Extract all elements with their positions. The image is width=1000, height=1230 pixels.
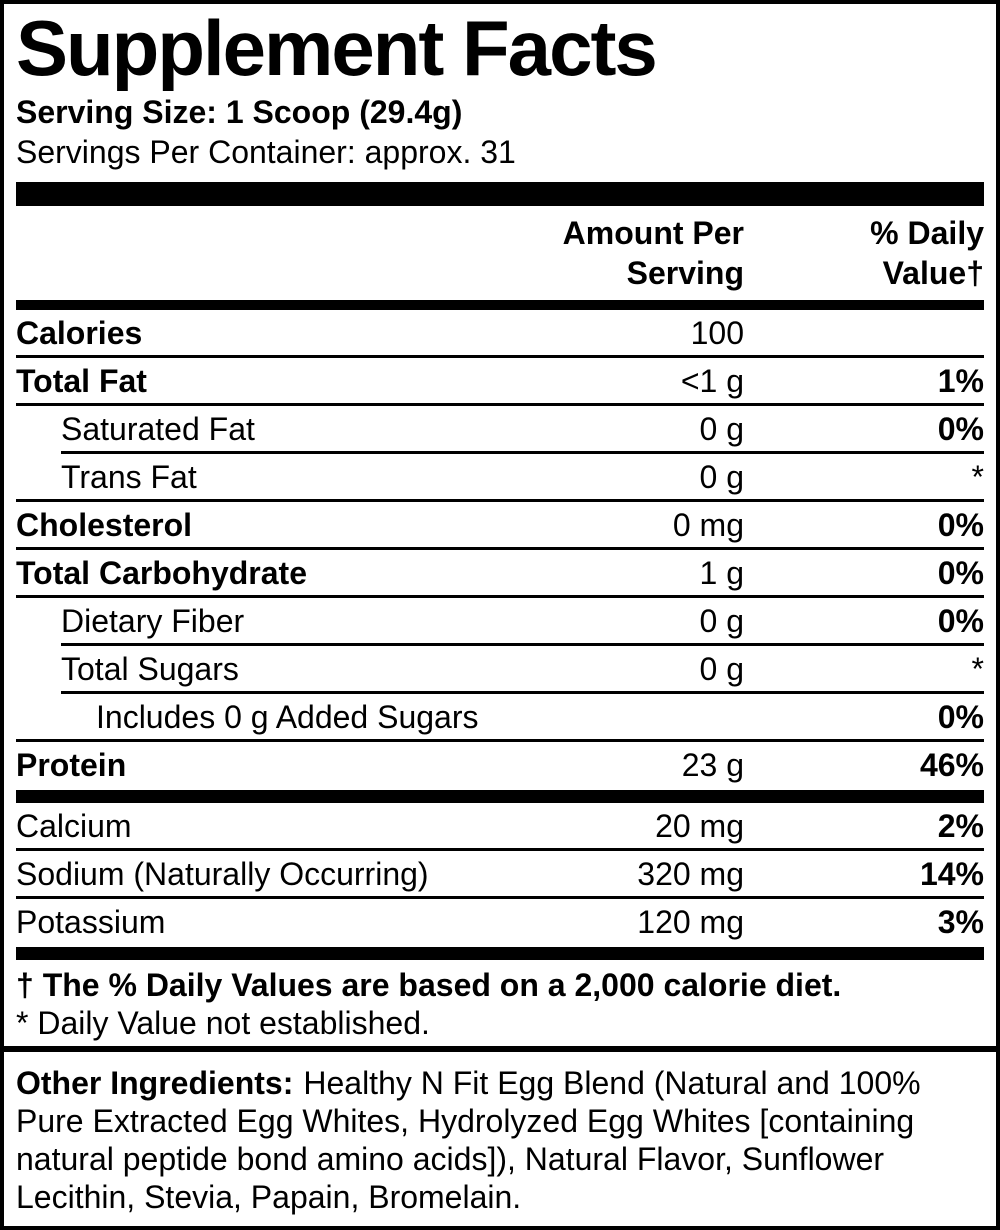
nutrient-amount (479, 694, 745, 742)
nutrient-amount: 23 g (681, 747, 744, 783)
facts-panel: Supplement Facts Serving Size: 1 Scoop (… (4, 4, 996, 1046)
nutrient-name: Sodium (Naturally Occurring) (16, 856, 429, 892)
nutrient-row: Sodium (Naturally Occurring) 320 mg 14% (16, 851, 984, 899)
panel-title: Supplement Facts (16, 4, 658, 92)
divider-bar-thick (16, 790, 984, 803)
nutrient-daily-value: 46% (919, 747, 984, 783)
nutrient-row: Total Sugars 0 g * (16, 646, 984, 694)
nutrient-row: Calories 100 (16, 310, 984, 358)
nutrient-row: Calcium 20 mg 2% (16, 803, 984, 851)
other-ingredients-paragraph: Other Ingredients: Healthy N Fit Egg Blen… (16, 1064, 984, 1216)
section-divider (4, 1046, 996, 1052)
serving-size: Serving Size: 1 Scoop (29.4g) (16, 94, 463, 130)
nutrient-name: Includes 0 g Added Sugars (96, 699, 479, 735)
nutrient-amount: <1 g (680, 363, 744, 399)
nutrient-amount: 20 mg (655, 808, 744, 844)
nutrient-row: Potassium 120 mg 3% (16, 899, 984, 947)
nutrient-amount: 100 (690, 315, 744, 351)
nutrient-name: Dietary Fiber (61, 603, 245, 639)
nutrient-amount: 0 g (699, 459, 744, 495)
nutrient-daily-value: 0% (937, 507, 984, 543)
other-ingredients-label: Other Ingredients: (16, 1065, 294, 1101)
nutrient-amount: 0 g (699, 411, 744, 447)
nutrient-daily-value: 2% (937, 808, 984, 844)
nutrient-row: Total Fat <1 g 1% (16, 358, 984, 406)
servings-per-container: Servings Per Container: approx. 31 (16, 134, 516, 170)
nutrient-daily-value: 0% (937, 555, 984, 591)
nutrient-daily-value: 3% (937, 904, 984, 940)
nutrient-row: Saturated Fat 0 g 0% (16, 406, 984, 454)
nutrient-amount: 0 mg (672, 507, 744, 543)
other-ingredients-list: Healthy N Fit Egg Blend (Natural and 100… (16, 1065, 921, 1215)
nutrient-name: Total Fat (16, 363, 147, 399)
nutrient-daily-value (744, 310, 984, 358)
nutrient-daily-value: 0% (937, 699, 984, 735)
nutrient-row: Total Carbohydrate 1 g 0% (16, 550, 984, 598)
divider-bar-thick (16, 947, 984, 960)
nutrient-row: Dietary Fiber 0 g 0% (16, 598, 984, 646)
nutrient-amount: 120 mg (637, 904, 744, 940)
nutrient-name: Protein (16, 747, 127, 783)
daily-value-footnote: † The % Daily Values are based on a 2,00… (16, 967, 842, 1003)
nutrient-amount: 1 g (699, 555, 744, 591)
footnotes: † The % Daily Values are based on a 2,00… (16, 966, 984, 1042)
nutrient-rows: Calories 100 Total Fat <1 g 1% Saturated Fat 0… (16, 310, 984, 960)
nutrient-name: Total Carbohydrate (16, 555, 307, 591)
nutrient-row: Includes 0 g Added Sugars 0% (16, 694, 984, 742)
nutrient-name: Trans Fat (61, 459, 197, 495)
nutrient-name: Potassium (16, 904, 166, 940)
nutrient-name: Calcium (16, 808, 132, 844)
nutrient-row: Trans Fat 0 g * (16, 454, 984, 502)
nutrient-daily-value: 1% (937, 363, 984, 399)
nutrient-daily-value: 0% (937, 603, 984, 639)
divider-bar-thick (16, 182, 984, 206)
nutrient-name: Calories (16, 315, 143, 351)
not-established-footnote: * Daily Value not established. (16, 1005, 430, 1041)
nutrient-daily-value: * (971, 651, 984, 687)
nutrient-row: Cholesterol 0 mg 0% (16, 502, 984, 550)
other-ingredients-panel: Other Ingredients: Healthy N Fit Egg Blen… (4, 1052, 996, 1226)
nutrient-amount: 0 g (699, 651, 744, 687)
nutrient-daily-value: 14% (919, 856, 984, 892)
column-headers: Amount Per Serving % Daily Value† (16, 206, 984, 300)
nutrient-name: Saturated Fat (61, 411, 255, 447)
nutrient-name: Cholesterol (16, 507, 193, 543)
nutrient-row: Protein 23 g 46% (16, 742, 984, 790)
percent-daily-value-header: % Daily Value† (870, 215, 984, 291)
nutrient-amount: 0 g (699, 603, 744, 639)
nutrient-name: Total Sugars (61, 651, 239, 687)
nutrient-daily-value: * (971, 459, 984, 495)
amount-per-serving-header: Amount Per Serving (562, 215, 744, 291)
nutrient-daily-value: 0% (937, 411, 984, 447)
nutrient-amount: 320 mg (637, 856, 744, 892)
divider-bar-medium (16, 300, 984, 310)
